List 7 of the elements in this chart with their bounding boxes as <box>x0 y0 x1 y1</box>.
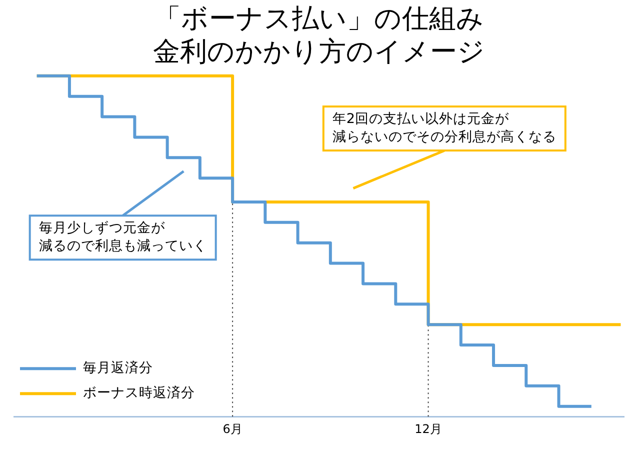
chart-title: 「ボーナス払い」の仕組み金利のかかり方のイメージ <box>153 3 485 68</box>
annotation: 毎月少しずつ元金が減るので利息も減っていく <box>38 220 207 254</box>
legend-label: 毎月返済分 <box>83 360 153 376</box>
annotation: 年2回の支払い以外は元金が減らないのでその分利息が高くなる <box>332 111 556 146</box>
x-tick-label: 6月 <box>222 422 242 436</box>
legend-label: ボーナス時返済分 <box>83 385 195 402</box>
x-tick-label: 12月 <box>414 422 442 436</box>
